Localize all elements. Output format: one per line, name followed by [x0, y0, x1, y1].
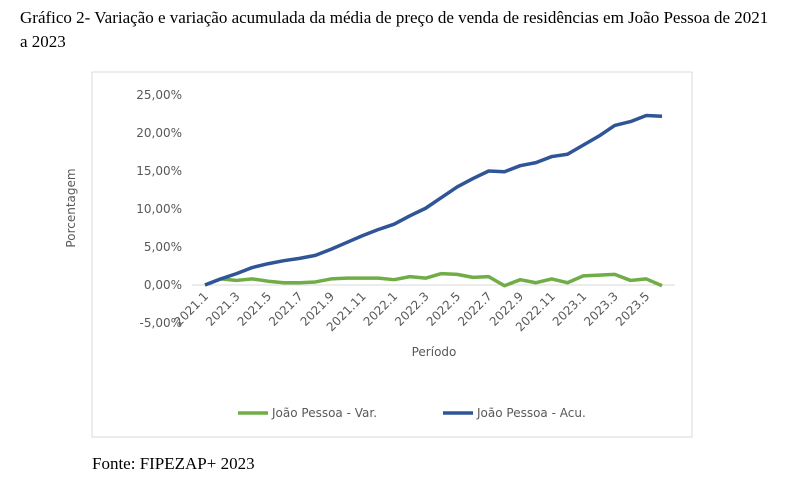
- y-tick-label: 0,00%: [144, 278, 182, 292]
- y-tick-label: 20,00%: [136, 126, 182, 140]
- y-tick-label: 25,00%: [136, 88, 182, 102]
- chart-frame: [91, 71, 693, 438]
- y-tick-label: -5,00%: [140, 316, 182, 330]
- x-tick-label: 2021.1: [172, 289, 212, 329]
- x-tick-label: 2021.3: [203, 289, 243, 329]
- x-tick-label: 2021.5: [235, 289, 275, 329]
- source: Fonte: FIPEZAP+ 2023: [92, 454, 255, 473]
- y-tick-label: 15,00%: [136, 164, 182, 178]
- series-line: [204, 113, 663, 287]
- x-axis-label: Período: [412, 345, 457, 359]
- x-tick-label: 2022.7: [455, 289, 495, 329]
- caption: Gráfico 2- Variação e variação acumulada…: [20, 8, 769, 51]
- x-tick-label: 2022.5: [424, 289, 464, 329]
- y-axis-label: Porcentagem: [64, 168, 78, 247]
- legend-label: João Pessoa - Acu.: [476, 406, 586, 420]
- x-tick-label: 2022.1: [361, 289, 401, 329]
- series-line: [204, 271, 663, 288]
- y-tick-label: 10,00%: [136, 202, 182, 216]
- x-tick-label: 2022.3: [392, 289, 432, 329]
- x-tick-label: 2021.7: [266, 289, 306, 329]
- x-tick-label: 2023.1: [550, 289, 590, 329]
- legend-label: João Pessoa - Var.: [271, 406, 377, 420]
- x-tick-label: 2023.5: [613, 289, 653, 329]
- y-tick-label: 5,00%: [144, 240, 182, 254]
- x-tick-label: 2023.3: [581, 289, 621, 329]
